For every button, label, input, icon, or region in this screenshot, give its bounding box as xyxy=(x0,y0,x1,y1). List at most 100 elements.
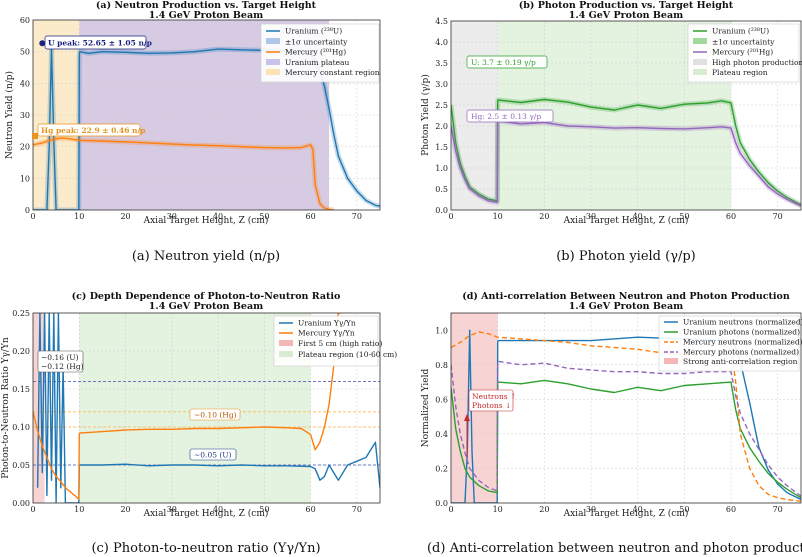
panel-c-xlabel: Axial Target Height, Z (cm) xyxy=(143,508,269,519)
series-line-b-0 xyxy=(451,98,801,206)
hg-ratio-label: ~0.10 (Hg) xyxy=(194,411,237,420)
panel-d-legend: Uranium neutrons (normalized) Uranium ph… xyxy=(658,315,802,372)
legend-d-u-photons: Uranium photons (normalized) xyxy=(683,328,800,337)
x-tick-label: 10 xyxy=(74,212,84,221)
y-tick-label: 4.5 xyxy=(435,17,448,26)
hg-peak-label: Hg peak: 22.9 ± 0.46 n/p xyxy=(41,126,145,135)
caption-a: (a) Neutron yield (n/p) xyxy=(132,249,280,264)
x-tick-label: 50 xyxy=(259,212,269,221)
x-tick-label: 40 xyxy=(213,505,223,514)
x-tick-label: 30 xyxy=(586,505,596,514)
y-tick-label: 2.0 xyxy=(435,122,448,131)
x-tick-label: 40 xyxy=(633,212,643,221)
x-tick-label: 70 xyxy=(352,212,362,221)
y-tick-label: 2.5 xyxy=(435,101,448,110)
y-tick-label: 50 xyxy=(20,48,30,57)
y-tick-label: 0.0 xyxy=(435,206,448,215)
x-tick-label: 40 xyxy=(633,505,643,514)
legend-a-uranium: Uranium (²³⁸U) xyxy=(285,27,342,36)
panel-d: (d) Anti-correlation Between Neutron and… xyxy=(421,291,802,519)
x-tick-label: 70 xyxy=(773,505,783,514)
panel-a-title: (a) Neutron Production vs. Target Height xyxy=(96,0,317,11)
series-line-d-1 xyxy=(451,379,801,499)
x-tick-label: 0 xyxy=(448,505,453,514)
panel-d-ylabel: Normalized Yield xyxy=(421,368,431,447)
x-tick-label: 60 xyxy=(726,505,736,514)
panel-b-title: (b) Photon Production vs. Target Height xyxy=(519,0,734,11)
hg-photon-box xyxy=(466,109,554,123)
y-tick-label: 0.8 xyxy=(435,361,448,370)
caption-d: (d) Anti-correlation between neutron and… xyxy=(427,541,802,556)
u-peak-marker xyxy=(39,40,46,47)
u-ratio-box xyxy=(189,448,237,461)
panel-d-title: (d) Anti-correlation Between Neutron and… xyxy=(462,291,790,302)
anti-arrow-head-icon xyxy=(464,414,470,421)
y-tick-label: 1.0 xyxy=(435,164,448,173)
x-tick-label: 10 xyxy=(493,212,503,221)
legend-c-plateau: Plateau region (10-60 cm) xyxy=(298,350,397,359)
x-tick-label: 20 xyxy=(120,212,130,221)
x-tick-label: 20 xyxy=(539,212,549,221)
series-line-c-0 xyxy=(36,313,380,503)
y-tick-label: 0.2 xyxy=(435,464,448,473)
x-tick-label: 0 xyxy=(30,212,35,221)
anti-neutrons-label: Neutrons ↑ xyxy=(472,392,516,401)
legend-b-high-photon: High photon production xyxy=(712,58,802,67)
band-a-2 xyxy=(33,20,80,210)
legend-b-mercury: Mercury (²⁰¹Hg) xyxy=(712,48,773,57)
y-tick-label: 0.20 xyxy=(12,347,30,356)
ratio-ref-box xyxy=(37,350,84,373)
ratio-ref-hg: ~0.12 (Hg) xyxy=(41,362,84,371)
series-line-b-1 xyxy=(451,120,801,207)
x-tick-label: 20 xyxy=(539,505,549,514)
panel-c-title: (c) Depth Dependence of Photon-to-Neutro… xyxy=(72,291,341,302)
legend-a-mercury-region: Mercury constant region xyxy=(285,68,380,77)
x-tick-label: 60 xyxy=(306,212,316,221)
legend-b-uncertainty: ±1σ uncertainty xyxy=(712,38,775,47)
series-line-a-1 xyxy=(33,137,334,210)
panel-a-frame xyxy=(32,19,381,211)
legend-c-uranium: Uranium Yγ/Yn xyxy=(298,319,356,328)
y-tick-label: 1.5 xyxy=(435,143,448,152)
y-tick-label: 0.4 xyxy=(435,430,448,439)
panel-b: (b) Photon Production vs. Target Height … xyxy=(420,0,802,226)
y-tick-label: 0.00 xyxy=(12,499,30,508)
legend-a-uncertainty: ±1σ uncertainty xyxy=(285,38,348,47)
x-tick-label: 0 xyxy=(30,505,35,514)
x-tick-label: 40 xyxy=(213,212,223,221)
y-tick-label: 0.5 xyxy=(435,185,448,194)
x-tick-label: 30 xyxy=(167,505,177,514)
y-tick-label: 3.0 xyxy=(435,80,448,89)
y-tick-label: 0.0 xyxy=(435,499,448,508)
panel-a: (a) Neutron Production vs. Target Height… xyxy=(4,0,381,226)
panel-b-xlabel: Axial Target Height, Z (cm) xyxy=(563,215,689,226)
y-tick-label: 0.15 xyxy=(12,385,30,394)
hg-peak-marker xyxy=(32,133,38,139)
x-tick-label: 20 xyxy=(120,505,130,514)
u-peak-label: U peak: 52.65 ± 1.05 n/p xyxy=(48,39,152,48)
x-tick-label: 60 xyxy=(726,212,736,221)
y-tick-label: 0 xyxy=(25,206,30,215)
panel-b-legend: Uranium (²³⁸U) ±1σ uncertainty Mercury (… xyxy=(687,23,802,83)
panel-c-legend: Uranium Yγ/Yn Mercury Yγ/Yn First 5 cm (… xyxy=(273,315,397,367)
legend-d-hg-photons: Mercury photons (normalized) xyxy=(683,348,799,357)
y-tick-label: 0.05 xyxy=(12,461,30,470)
ratio-ref-u: ~0.16 (U) xyxy=(41,353,79,362)
u-ratio-label: ~0.05 (U) xyxy=(194,451,232,460)
x-tick-label: 30 xyxy=(586,212,596,221)
u-peak-box xyxy=(44,35,147,50)
series-line-d-2 xyxy=(451,331,801,502)
panel-b-frame xyxy=(450,20,802,211)
x-tick-label: 70 xyxy=(352,505,362,514)
legend-c-mercury: Mercury Yγ/Yn xyxy=(298,329,355,338)
x-tick-label: 0 xyxy=(448,212,453,221)
panel-a-xlabel: Axial Target Height, Z (cm) xyxy=(143,215,269,226)
u-photon-box xyxy=(466,55,548,69)
panel-d-xlabel: Axial Target Height, Z (cm) xyxy=(563,508,689,519)
panel-a-legend: Uranium (²³⁸U) ±1σ uncertainty Mercury (… xyxy=(260,23,380,83)
x-tick-label: 10 xyxy=(493,505,503,514)
legend-c-first5: First 5 cm (high ratio) xyxy=(298,339,382,348)
hg-ratio-box xyxy=(189,408,241,421)
x-tick-label: 60 xyxy=(306,505,316,514)
